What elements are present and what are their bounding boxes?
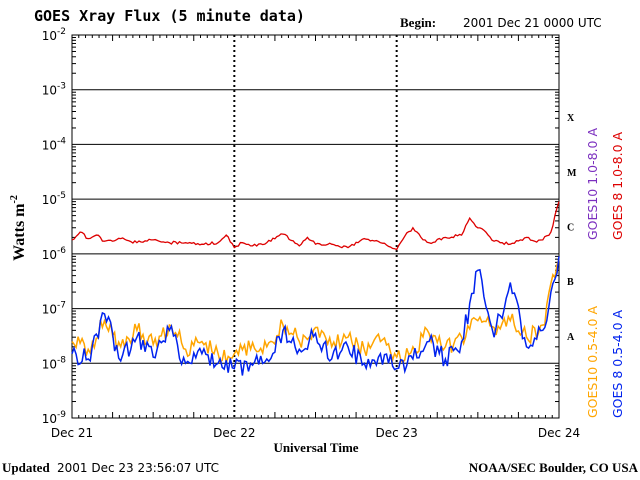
y-axis-label: Watts m-2: [9, 195, 28, 261]
updated-label: Updated: [2, 460, 50, 475]
begin-label: Begin:: [400, 15, 436, 30]
y-tick-label-4: 10-6: [42, 246, 67, 262]
x-tick-label-0: Dec 21: [51, 426, 93, 440]
series-line-3: [71, 256, 560, 376]
legend-entry-0: GOES10 1.0-8.0 A: [585, 128, 600, 240]
updated-value: 2001 Dec 23 23:56:07 UTC: [57, 461, 219, 475]
y-axis-label-exponent: -2: [9, 195, 20, 203]
flare-class-X: X: [567, 113, 575, 124]
source-credit: NOAA/SEC Boulder, CO USA: [469, 460, 639, 475]
legend: GOES10 1.0-8.0 A GOES 8 1.0-8.0 A GOES10 0…: [585, 128, 625, 418]
y-tick-label-5: 10-7: [42, 301, 66, 317]
y-tick-label-1: 10-3: [42, 82, 66, 98]
y-tick-label-7: 10-9: [42, 410, 67, 426]
flare-class-A: A: [567, 332, 575, 343]
plot-frame: [71, 34, 560, 419]
flare-class-B: B: [567, 277, 574, 288]
x-tick-label-1: Dec 22: [213, 426, 255, 440]
legend-entry-2: GOES10 0.5-4.0 A: [585, 306, 600, 418]
y-tick-label-3: 10-5: [42, 191, 66, 207]
y-axis-label-text: Watts m: [11, 203, 28, 261]
begin-value: 2001 Dec 21 0000 UTC: [463, 16, 602, 30]
y-tick-label-2: 10-4: [42, 136, 67, 152]
series-layer: [71, 201, 560, 376]
svg-text:Watts m-2: Watts m-2: [9, 195, 28, 261]
legend-entry-3: GOES 8 0.5-4.0 A: [610, 310, 625, 418]
flare-class-C: C: [567, 223, 574, 234]
x-tick-label-3: Dec 24: [538, 426, 580, 440]
chart-title: GOES Xray Flux (5 minute data): [34, 7, 305, 25]
y-axis-ticks: 10-2 10-3 10-4 10-5 10-6 10-7 10-8 10-9: [42, 27, 559, 426]
series-line-2: [71, 258, 560, 364]
y-tick-label-6: 10-8: [42, 355, 67, 371]
x-axis-ticks: Dec 21 Dec 22 Dec 23 Dec 24: [51, 35, 580, 440]
horizontal-grid: [72, 89, 559, 364]
flare-class-M: M: [567, 168, 577, 179]
day-separators: [233, 35, 398, 418]
flare-class-labels: X M C B A: [567, 113, 577, 343]
x-tick-label-2: Dec 23: [376, 426, 418, 440]
y-tick-label-0: 10-2: [42, 27, 66, 43]
series-line-1: [71, 201, 560, 251]
x-axis-label: Universal Time: [273, 440, 358, 455]
legend-entry-1: GOES 8 1.0-8.0 A: [610, 132, 625, 240]
